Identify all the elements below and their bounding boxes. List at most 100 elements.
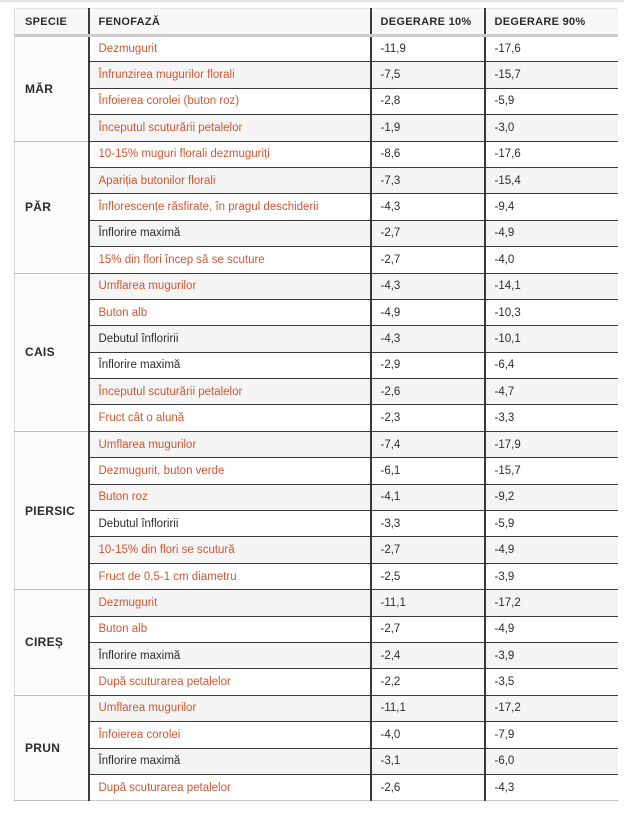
table-row: Începutul scuturării petalelor -1,9 -3,0 xyxy=(15,114,618,142)
table-row: După scuturarea petalelor -2,2 -3,5 xyxy=(15,668,618,696)
species-cell: PRUN xyxy=(14,695,90,802)
degerare-10-cell: -2,7 xyxy=(369,246,485,274)
degerare-90-cell: -17,2 xyxy=(483,695,618,723)
degerare-90-cell: -9,4 xyxy=(483,193,618,221)
table-row: 15% din flori încep să se scuture -2,7 -4,… xyxy=(15,246,618,274)
phenophase-cell: 10-15% muguri florali dezmuguriți xyxy=(88,141,371,168)
table-row: PĂR 10-15% muguri florali dezmuguriți -8,6… xyxy=(14,141,618,274)
table-row: Buton alb -4,9 -10,3 xyxy=(15,299,618,327)
degerare-10-cell: -8,6 xyxy=(369,141,485,168)
degerare-90-cell: -3,5 xyxy=(483,668,618,696)
degerare-90-cell: -5,9 xyxy=(483,510,618,538)
table-row: 10-15% din flori se scutură -2,7 -4,9 xyxy=(15,536,618,564)
phenophase-cell: Dezmugurit xyxy=(88,589,371,617)
phenophase-cell: Umflarea mugurilor xyxy=(88,431,371,459)
table-row: Buton alb -2,7 -4,9 xyxy=(15,616,618,643)
degerare-10-cell: -2,6 xyxy=(369,378,485,406)
degerare-10-cell: -2,7 xyxy=(369,536,485,564)
page-top-divider xyxy=(0,0,624,2)
table-row: Apariția butonilor florali -7,3 -15,4 xyxy=(15,167,618,195)
phenophase-cell: Umflarea mugurilor xyxy=(88,273,371,300)
table-row: Înfoierea corolei -4,0 -7,9 xyxy=(15,721,618,749)
table-row: Debutul înfloririi -3,3 -5,9 xyxy=(15,510,618,538)
degerare-10-cell: -1,9 xyxy=(369,114,485,142)
degerare-90-cell: -3,9 xyxy=(483,563,618,591)
degerare-10-cell: -4,1 xyxy=(369,484,485,512)
degerare-10-cell: -6,1 xyxy=(369,457,485,485)
table-header-row: SPECIE FENOFAZĂ DEGERARE 10% DEGERARE 90% xyxy=(14,8,618,37)
degerare-90-cell: -15,4 xyxy=(483,167,618,195)
phenophase-cell: Înfoierea corolei xyxy=(88,721,371,749)
phenophase-cell: După scuturarea petalelor xyxy=(88,668,371,696)
degerare-10-cell: -7,4 xyxy=(369,431,485,459)
degerare-90-cell: -6,0 xyxy=(483,748,618,775)
table-row: Debutul înfloririi -4,3 -10,1 xyxy=(15,325,618,353)
degerare-90-cell: -4,3 xyxy=(483,774,618,802)
species-cell: PIERSIC xyxy=(14,431,90,591)
degerare-90-cell: -10,1 xyxy=(483,325,618,353)
table-row: Înflorire maximă -3,1 -6,0 xyxy=(15,748,618,775)
table-row: Înfrunzirea mugurilor florali -7,5 -15,7 xyxy=(15,61,618,89)
phenophase-cell: Umflarea mugurilor xyxy=(88,695,371,723)
degerare-10-cell: -2,2 xyxy=(369,668,485,696)
phenophase-cell: Debutul înfloririi xyxy=(88,510,371,538)
phenophase-cell: 15% din flori încep să se scuture xyxy=(88,246,371,274)
degerare-10-cell: -2,5 xyxy=(369,563,485,591)
degerare-90-cell: -3,0 xyxy=(483,114,618,142)
table-row: Înflorire maximă -2,9 -6,4 xyxy=(15,352,618,380)
phenophase-cell: Înflorire maximă xyxy=(88,352,371,380)
phenophase-cell: Dezmugurit xyxy=(88,35,371,63)
phenophase-cell: Apariția butonilor florali xyxy=(88,167,371,195)
table-row: Buton roz -4,1 -9,2 xyxy=(15,484,618,512)
degerare-10-cell: -2,8 xyxy=(369,88,485,116)
species-cell: CAIS xyxy=(14,273,90,432)
phenophase-cell: Începutul scuturării petalelor xyxy=(88,114,371,142)
phenophase-cell: Buton alb xyxy=(88,616,371,643)
table-row: Dezmugurit, buton verde -6,1 -15,7 xyxy=(15,457,618,485)
degerare-10-cell: -4,9 xyxy=(369,299,485,327)
table-row: Fruct de 0,5-1 cm diametru -2,5 -3,9 xyxy=(15,563,618,591)
degerare-90-cell: -17,6 xyxy=(483,35,618,63)
degerare-10-cell: -4,0 xyxy=(369,721,485,749)
species-cell: MĂR xyxy=(14,35,90,142)
degerare-90-cell: -4,7 xyxy=(483,378,618,406)
degerare-90-cell: -3,3 xyxy=(483,404,618,432)
degerare-10-cell: -3,1 xyxy=(369,748,485,775)
degerare-10-cell: -2,3 xyxy=(369,404,485,432)
degerare-10-cell: -7,3 xyxy=(369,167,485,195)
phenophase-cell: Fruct cât o alună xyxy=(88,404,371,432)
table-row: După scuturarea petalelor -2,6 -4,3 xyxy=(15,774,618,802)
degerare-90-cell: -15,7 xyxy=(483,457,618,485)
table-row: Fruct cât o alună -2,3 -3,3 xyxy=(15,404,618,432)
header-specie: SPECIE xyxy=(14,8,90,37)
degerare-90-cell: -17,2 xyxy=(483,589,618,617)
table-row: CAIS Umflarea mugurilor -4,3 -14,1 xyxy=(14,273,618,432)
degerare-90-cell: -4,9 xyxy=(483,536,618,564)
table-row: PRUN Umflarea mugurilor -11,1 -17,2 xyxy=(14,695,618,802)
header-degerare-90: DEGERARE 90% xyxy=(483,8,618,37)
degerare-10-cell: -2,9 xyxy=(369,352,485,380)
degerare-90-cell: -9,2 xyxy=(483,484,618,512)
table-row: CIREȘ Dezmugurit -11,1 -17,2 xyxy=(14,589,618,696)
degerare-90-cell: -17,9 xyxy=(483,431,618,459)
degerare-90-cell: -4,0 xyxy=(483,246,618,274)
degerare-10-cell: -4,3 xyxy=(369,193,485,221)
phenophase-cell: Dezmugurit, buton verde xyxy=(88,457,371,485)
phenophase-cell: Înflorescențe răsfirate, în pragul desch… xyxy=(88,193,371,221)
degerare-10-cell: -4,3 xyxy=(369,273,485,300)
table-row: MĂR Dezmugurit -11,9 -17,6 xyxy=(14,35,618,142)
degerare-10-cell: -11,1 xyxy=(369,695,485,723)
degerare-10-cell: -2,7 xyxy=(369,220,485,248)
phenophase-cell: Înflorire maximă xyxy=(88,748,371,775)
degerare-10-cell: -4,3 xyxy=(369,325,485,353)
phenophase-cell: Buton alb xyxy=(88,299,371,327)
degerare-90-cell: -3,9 xyxy=(483,642,618,670)
species-cell: CIREȘ xyxy=(14,589,90,696)
degerare-90-cell: -7,9 xyxy=(483,721,618,749)
phenophase-cell: Fruct de 0,5-1 cm diametru xyxy=(88,563,371,591)
frost-damage-table: SPECIE FENOFAZĂ DEGERARE 10% DEGERARE 90% M… xyxy=(14,8,618,802)
degerare-90-cell: -4,9 xyxy=(483,616,618,643)
table-row: Începutul scuturării petalelor -2,6 -4,7 xyxy=(15,378,618,406)
degerare-90-cell: -5,9 xyxy=(483,88,618,116)
phenophase-cell: Înflorire maximă xyxy=(88,220,371,248)
